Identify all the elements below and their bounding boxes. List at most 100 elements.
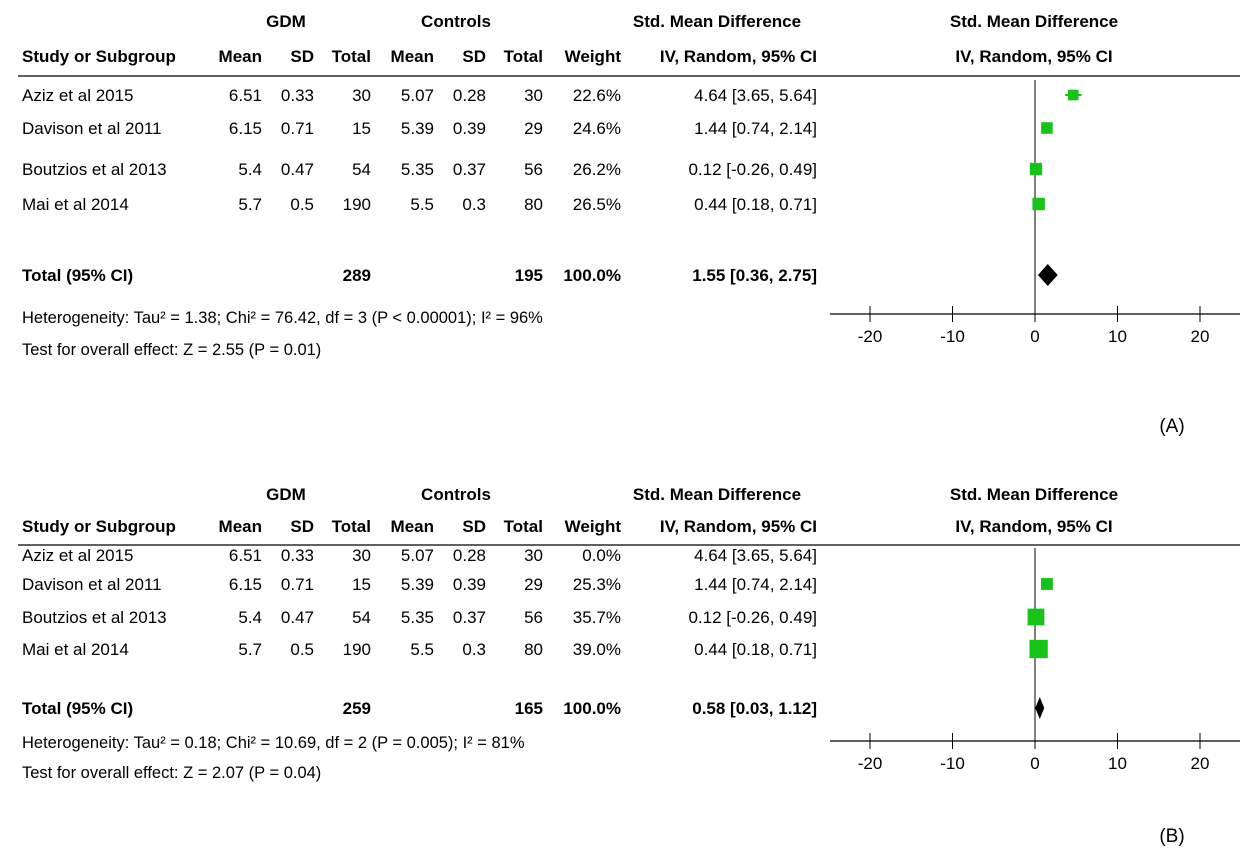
column-header: Mean (391, 47, 434, 66)
pooled-diamond (1035, 697, 1045, 719)
panel-label: (A) (1159, 416, 1184, 437)
table-cell: 0.37 (453, 608, 486, 627)
table-row: Mai et al 2014 5.7 0.5 190 5.5 0.3 80 39.0% 0.44… (22, 639, 1048, 659)
smd-table-header: Std. Mean Difference (633, 485, 801, 504)
table-cell: 29 (524, 119, 543, 138)
column-header: IV, Random, 95% CI (660, 517, 817, 536)
total-label: Total (95% CI) (22, 699, 133, 718)
effect-marker (1040, 578, 1053, 590)
overall-effect-text: Test for overall effect: Z = 2.07 (P = 0… (22, 764, 321, 782)
x-tick-label: -20 (858, 327, 883, 346)
forest-panel-a: GDM Controls Std. Mean Difference Std. Mean… (18, 12, 1240, 437)
controls-group-header: Controls (421, 485, 491, 504)
table-cell: 1.44 [0.74, 2.14] (694, 575, 817, 594)
effect-marker (1027, 608, 1045, 626)
table-cell: 0.71 (281, 575, 314, 594)
table-cell: 35.7% (573, 608, 621, 627)
table-cell: 0.3 (462, 640, 486, 659)
table-cell: 5.4 (238, 608, 262, 627)
study-name: Aziz et al 2015 (22, 86, 134, 105)
column-header: Mean (219, 517, 262, 536)
table-cell: 6.15 (229, 119, 262, 138)
study-name: Mai et al 2014 (22, 195, 129, 214)
table-cell: 5.39 (401, 575, 434, 594)
smd-plot-header: Std. Mean Difference (950, 485, 1118, 504)
table-cell: 6.15 (229, 575, 262, 594)
effect-marker (1029, 162, 1043, 176)
table-cell: 0.71 (281, 119, 314, 138)
table-cell: 5.39 (401, 119, 434, 138)
x-tick-label: 0 (1030, 754, 1039, 773)
total-weight: 100.0% (563, 266, 621, 285)
x-tick-label: 20 (1191, 327, 1210, 346)
table-cell: 0.47 (281, 160, 314, 179)
total-ci: 0.58 [0.03, 1.12] (692, 699, 817, 718)
table-row: Boutzios et al 2013 5.4 0.47 54 5.35 0.37 56 26… (22, 160, 1043, 179)
column-header: Total (332, 517, 371, 536)
total-ci: 1.55 [0.36, 2.75] (692, 266, 817, 285)
table-cell: 0.47 (281, 608, 314, 627)
table-cell: 5.35 (401, 160, 434, 179)
table-cell: 56 (524, 608, 543, 627)
table-cell: 29 (524, 575, 543, 594)
heterogeneity-text: Heterogeneity: Tau² = 1.38; Chi² = 76.42… (22, 309, 543, 327)
study-name: Mai et al 2014 (22, 640, 129, 659)
table-cell: 80 (524, 195, 543, 214)
table-row: Aziz et al 2015 6.51 0.33 30 5.07 0.28 30 0.0% 4… (22, 546, 817, 565)
x-tick-label: -10 (940, 327, 965, 346)
study-name: Davison et al 2011 (22, 119, 162, 138)
x-tick-label: 0 (1030, 327, 1039, 346)
column-header: SD (290, 47, 314, 66)
x-tick-label: 10 (1108, 754, 1127, 773)
plot-column-header: IV, Random, 95% CI (955, 47, 1112, 66)
x-tick-label: 20 (1191, 754, 1210, 773)
controls-group-header: Controls (421, 12, 491, 31)
gdm-total: 259 (343, 699, 371, 718)
table-cell: 22.6% (573, 86, 621, 105)
table-cell: 30 (352, 546, 371, 565)
table-cell: 0.3 (462, 195, 486, 214)
column-header: SD (462, 517, 486, 536)
table-cell: 39.0% (573, 640, 621, 659)
table-cell: 30 (524, 86, 543, 105)
forest-panel-b: GDM Controls Std. Mean Difference Std. Mean… (18, 485, 1240, 847)
table-cell: 0.5 (290, 640, 314, 659)
total-row: Total (95% CI) 259 165 100.0% 0.58 [0.03, 1.… (22, 697, 1045, 719)
table-cell: 1.44 [0.74, 2.14] (694, 119, 817, 138)
x-tick-label: -20 (858, 754, 883, 773)
table-cell: 0.44 [0.18, 0.71] (694, 195, 817, 214)
table-row: Davison et al 2011 6.15 0.71 15 5.39 0.39 29 25… (22, 575, 1053, 594)
table-cell: 0.0% (582, 546, 621, 565)
table-cell: 0.28 (453, 86, 486, 105)
table-row: Mai et al 2014 5.7 0.5 190 5.5 0.3 80 26.5% 0.44… (22, 195, 1045, 214)
column-header: SD (462, 47, 486, 66)
column-header: Total (504, 47, 543, 66)
table-cell: 0.37 (453, 160, 486, 179)
plot-column-header: IV, Random, 95% CI (955, 517, 1112, 536)
table-cell: 4.64 [3.65, 5.64] (694, 546, 817, 565)
table-row: Boutzios et al 2013 5.4 0.47 54 5.35 0.37 56 35… (22, 608, 1045, 627)
column-header: Mean (219, 47, 262, 66)
column-header: SD (290, 517, 314, 536)
column-header: Weight (565, 517, 622, 536)
pooled-diamond (1037, 264, 1058, 286)
x-tick-label: 10 (1108, 327, 1127, 346)
gdm-total: 289 (343, 266, 371, 285)
table-cell: 5.07 (401, 546, 434, 565)
table-cell: 54 (352, 608, 371, 627)
effect-marker (1032, 197, 1045, 211)
table-cell: 25.3% (573, 575, 621, 594)
table-cell: 26.5% (573, 195, 621, 214)
table-cell: 6.51 (229, 546, 262, 565)
table-cell: 0.12 [-0.26, 0.49] (688, 160, 817, 179)
total-weight: 100.0% (563, 699, 621, 718)
table-cell: 6.51 (229, 86, 262, 105)
overall-effect-text: Test for overall effect: Z = 2.55 (P = 0… (22, 341, 321, 359)
study-name: Boutzios et al 2013 (22, 160, 167, 179)
effect-marker (1041, 122, 1053, 134)
study-name: Davison et al 2011 (22, 575, 162, 594)
controls-total: 195 (515, 266, 543, 285)
table-cell: 0.39 (453, 119, 486, 138)
table-cell: 5.07 (401, 86, 434, 105)
table-cell: 190 (343, 640, 371, 659)
